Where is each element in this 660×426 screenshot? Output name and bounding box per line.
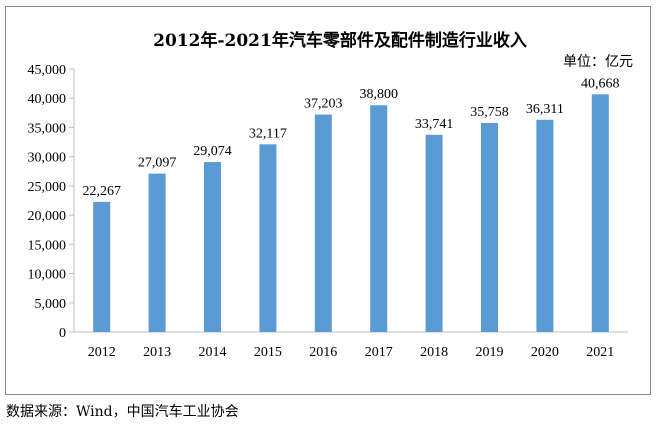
x-tick-label-2019: 2019 <box>476 345 504 360</box>
bar-2019 <box>481 123 498 332</box>
bar-2014 <box>204 162 221 332</box>
data-label-2018: 33,741 <box>415 117 454 132</box>
bar-2017 <box>370 105 388 332</box>
bar-2015 <box>259 144 277 332</box>
x-tick-label-2016: 2016 <box>309 345 337 360</box>
y-tick-label: 45,000 <box>28 63 67 78</box>
bar-2018 <box>425 134 443 332</box>
data-label-2012: 22,267 <box>82 184 121 199</box>
bar-2016 <box>314 114 332 333</box>
chart-frame: 2012年-2021年汽车零部件及配件制造行业收入 单位：亿元 0 5,000 10… <box>5 6 651 395</box>
y-tick-label: 35,000 <box>28 121 67 136</box>
chart-title: 2012年-2021年汽车零部件及配件制造行业收入 <box>153 30 527 51</box>
data-label-2020: 36,311 <box>526 102 564 117</box>
data-label-2013: 27,097 <box>138 156 177 171</box>
bar-2021 <box>591 94 609 332</box>
data-label-2014: 29,074 <box>193 144 232 159</box>
data-label-2016: 37,203 <box>304 97 343 112</box>
data-label-2015: 32,117 <box>249 126 287 141</box>
unit-label: 单位：亿元 <box>563 54 633 70</box>
x-tick-label-2020: 2020 <box>531 345 559 360</box>
y-tick-label: 20,000 <box>28 209 67 224</box>
y-tick-label: 40,000 <box>28 92 67 107</box>
bar-2012 <box>93 201 111 332</box>
x-tick-label-2021: 2021 <box>586 345 614 360</box>
bar-chart: 2012年-2021年汽车零部件及配件制造行业收入 单位：亿元 0 5,000 10… <box>28 30 634 360</box>
x-tick-label-2014: 2014 <box>199 345 227 360</box>
x-tick-label-2017: 2017 <box>365 345 393 360</box>
source-note: 数据来源：Wind，中国汽车工业协会 <box>6 404 239 420</box>
x-tick-label-2015: 2015 <box>254 345 282 360</box>
data-label-2021: 40,668 <box>581 76 620 91</box>
x-tick-label-2018: 2018 <box>420 345 448 360</box>
x-tick-label-2013: 2013 <box>143 345 171 360</box>
y-tick-label: 30,000 <box>28 151 67 166</box>
y-tick-label: 0 <box>59 326 66 341</box>
y-tick-label: 25,000 <box>28 180 67 195</box>
bar-2020 <box>536 119 554 332</box>
y-tick-label: 15,000 <box>28 238 67 253</box>
data-label-2017: 38,800 <box>359 87 398 102</box>
data-label-2019: 35,758 <box>470 105 509 120</box>
y-tick-label: 10,000 <box>28 268 67 283</box>
plot-area: 0 5,000 10,000 15,000 20,000 25,000 30,000 35,0… <box>28 63 628 360</box>
y-tick-label: 5,000 <box>35 297 67 312</box>
bar-2013 <box>148 173 166 332</box>
x-tick-label-2012: 2012 <box>88 345 116 360</box>
